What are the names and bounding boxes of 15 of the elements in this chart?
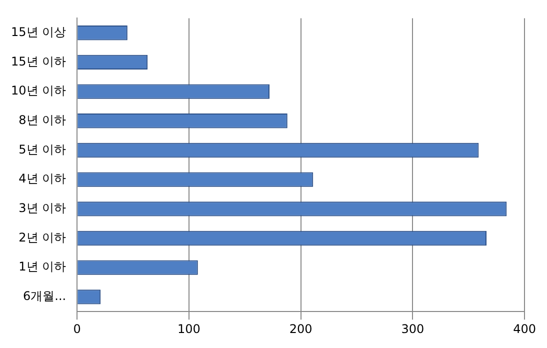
x-tick-label: 200 <box>289 322 312 336</box>
y-tick-label: 2년 이하 <box>18 230 66 244</box>
x-tick-label: 0 <box>73 322 81 336</box>
x-tick-label: 300 <box>401 322 424 336</box>
y-tick-label: 15년 이하 <box>10 54 66 68</box>
y-tick-label: 6개월... <box>23 289 66 304</box>
y-tick-label: 3년 이하 <box>18 201 66 216</box>
y-tick-label: 10년 이하 <box>10 84 66 98</box>
y-tick-label: 1년 이하 <box>18 260 66 274</box>
y-tick-label: 8년 이하 <box>18 113 66 128</box>
x-tick-label: 100 <box>177 322 200 336</box>
y-tick-label: 4년 이하 <box>18 172 66 186</box>
x-tick-label: 400 <box>513 322 536 336</box>
y-tick-label: 5년 이하 <box>18 142 66 156</box>
y-tick-label: 15년 이상 <box>10 24 66 39</box>
